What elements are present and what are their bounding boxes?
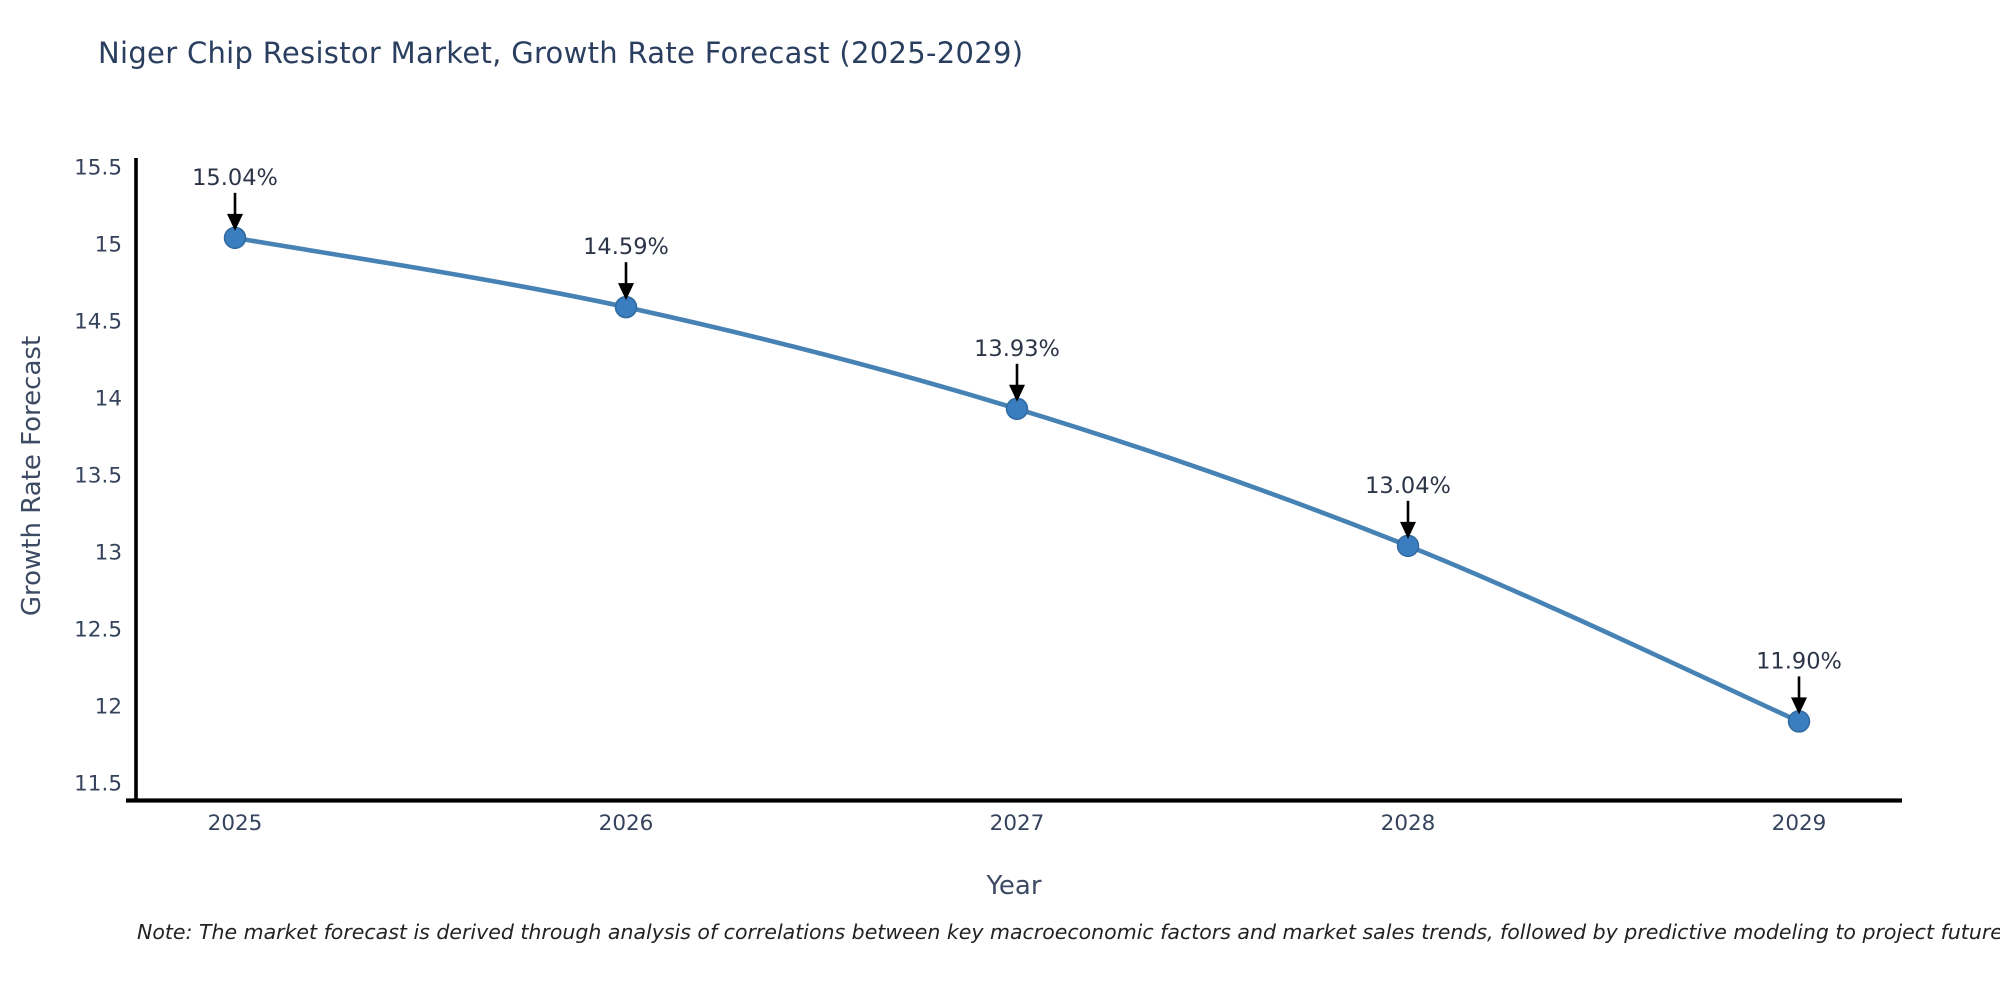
y-tick-label: 11.5: [74, 772, 122, 797]
x-axis-title: Year: [986, 871, 1042, 901]
y-tick-label: 13: [95, 541, 122, 566]
chart-title: Niger Chip Resistor Market, Growth Rate …: [98, 36, 1024, 70]
y-tick-label: 14: [95, 387, 122, 412]
y-tick-label: 14.5: [74, 310, 122, 335]
annotation-arrow-head: [618, 283, 634, 301]
data-point-label: 13.93%: [974, 336, 1060, 362]
data-point-label: 15.04%: [192, 165, 278, 191]
data-point-label: 13.04%: [1365, 473, 1451, 499]
annotation-arrow-head: [1009, 384, 1025, 402]
y-tick-label: 12.5: [74, 618, 122, 643]
x-tick-label: 2029: [1772, 811, 1827, 836]
y-tick-label: 12: [95, 695, 122, 720]
footnote: Note: The market forecast is derived thr…: [137, 920, 2000, 944]
x-tick-label: 2027: [990, 811, 1045, 836]
forecast-line: [232, 235, 1802, 724]
data-point-label: 11.90%: [1756, 648, 1842, 674]
x-tick-label: 2026: [599, 811, 654, 836]
x-tick-label: 2025: [208, 811, 263, 836]
annotation-arrow-head: [1400, 521, 1416, 539]
annotation-arrow-head: [227, 213, 243, 231]
y-tick-label: 13.5: [74, 464, 122, 489]
x-axis-line: [126, 798, 1902, 803]
annotation-arrow-head: [1791, 697, 1807, 715]
data-point-label: 14.59%: [583, 234, 669, 260]
x-tick-label: 2028: [1381, 811, 1436, 836]
y-tick-label: 15.5: [74, 156, 122, 181]
y-axis-line: [134, 158, 138, 802]
y-tick-label: 15: [95, 233, 122, 258]
